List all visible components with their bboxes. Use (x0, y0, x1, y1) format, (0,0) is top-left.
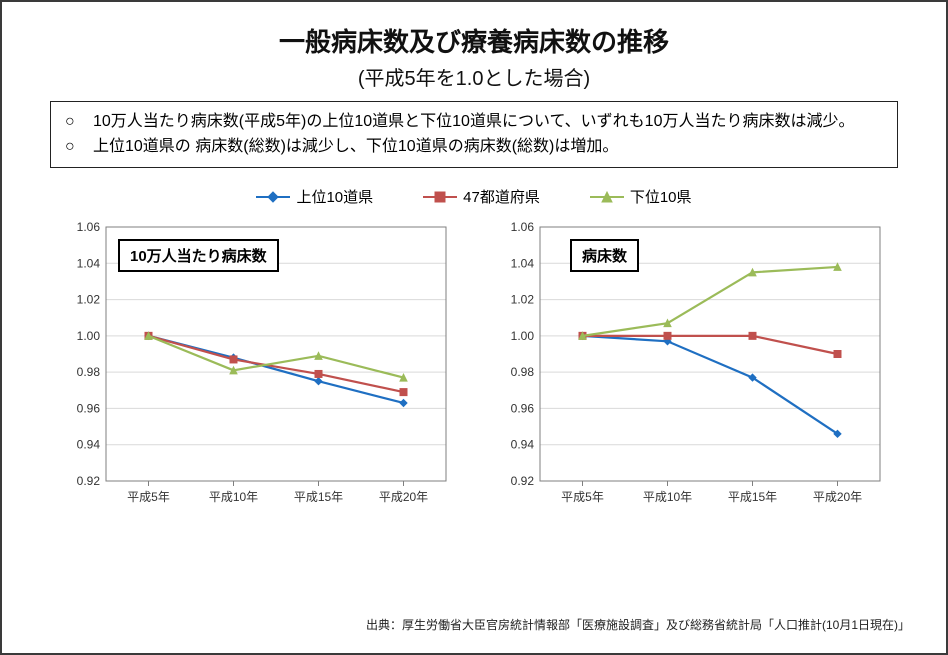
bullet-glyph: ○ (65, 135, 93, 160)
chart-inset-label: 10万人当たり病床数 (118, 239, 279, 272)
legend-item: 47都道府県 (423, 186, 540, 207)
bullet-text: 10万人当たり病床数(平成5年)の上位10道県と下位10道県について、いずれも1… (93, 110, 883, 135)
source-text: 出典：厚生労働省大臣官房統計情報部「医療施設調査」及び総務省統計局「人口推計(1… (366, 616, 910, 633)
y-tick-label: 1.06 (511, 220, 535, 234)
x-tick-label: 平成10年 (643, 490, 692, 504)
legend-label: 下位10県 (630, 186, 692, 207)
chart-container: 0.92 0.94 0.96 0.98 1.00 1.02 1.04 1.06 平成5年 平成10… (58, 213, 458, 513)
y-tick-label: 1.04 (77, 257, 101, 271)
y-tick-label: 0.92 (511, 474, 535, 488)
charts-row: 0.92 0.94 0.96 0.98 1.00 1.02 1.04 1.06 平成5年 平成10… (58, 213, 890, 513)
y-tick-label: 0.96 (511, 402, 535, 416)
y-tick-label: 1.06 (77, 220, 101, 234)
info-box: ○10万人当たり病床数(平成5年)の上位10道県と下位10道県について、いずれも… (50, 101, 898, 169)
y-tick-label: 0.98 (77, 366, 101, 380)
data-point-marker (230, 356, 237, 363)
data-point-marker (834, 351, 841, 358)
bullet-glyph: ○ (65, 110, 93, 135)
y-tick-label: 0.94 (77, 438, 101, 452)
data-point-marker (400, 389, 407, 396)
y-tick-label: 0.92 (77, 474, 101, 488)
x-tick-label: 平成10年 (209, 490, 258, 504)
y-tick-label: 0.96 (77, 402, 101, 416)
bullet-text: 上位10道県の 病床数(総数)は減少し、下位10道県の病床数(総数)は増加。 (93, 135, 883, 160)
x-tick-label: 平成15年 (728, 490, 777, 504)
legend-marker-icon (267, 191, 279, 203)
y-tick-label: 1.02 (511, 293, 535, 307)
y-tick-label: 1.04 (511, 257, 535, 271)
x-tick-label: 平成20年 (379, 490, 428, 504)
line-chart: 0.92 0.94 0.96 0.98 1.00 1.02 1.04 1.06 平成5年 平成10… (492, 213, 892, 513)
y-tick-label: 0.98 (511, 366, 535, 380)
legend-swatch (590, 196, 624, 198)
legend-marker-icon (434, 191, 446, 203)
chart-legend: 上位10道県 47都道府県 下位10県 (38, 186, 910, 207)
x-tick-label: 平成5年 (561, 490, 604, 504)
legend-swatch (423, 196, 457, 198)
legend-label: 47都道府県 (463, 186, 540, 207)
info-bullet-row: ○10万人当たり病床数(平成5年)の上位10道県と下位10道県について、いずれも… (65, 110, 883, 135)
data-point-marker (315, 371, 322, 378)
legend-swatch (256, 196, 290, 198)
legend-label: 上位10道県 (296, 186, 373, 207)
legend-item: 上位10道県 (256, 186, 373, 207)
page-title: 一般病床数及び療養病床数の推移 (38, 26, 910, 60)
chart-container: 0.92 0.94 0.96 0.98 1.00 1.02 1.04 1.06 平成5年 平成10… (492, 213, 892, 513)
x-tick-label: 平成15年 (294, 490, 343, 504)
y-tick-label: 1.00 (77, 329, 101, 343)
page-subtitle: (平成5年を1.0とした場合) (38, 62, 910, 91)
data-point-marker (749, 333, 756, 340)
legend-item: 下位10県 (590, 186, 692, 207)
chart-inset-label: 病床数 (570, 239, 639, 272)
data-point-marker (664, 333, 671, 340)
info-bullet-row: ○上位10道県の 病床数(総数)は減少し、下位10道県の病床数(総数)は増加。 (65, 135, 883, 160)
y-tick-label: 1.00 (511, 329, 535, 343)
x-tick-label: 平成20年 (813, 490, 862, 504)
x-tick-label: 平成5年 (127, 490, 170, 504)
y-tick-label: 1.02 (77, 293, 101, 307)
legend-marker-icon (601, 191, 613, 203)
y-tick-label: 0.94 (511, 438, 535, 452)
